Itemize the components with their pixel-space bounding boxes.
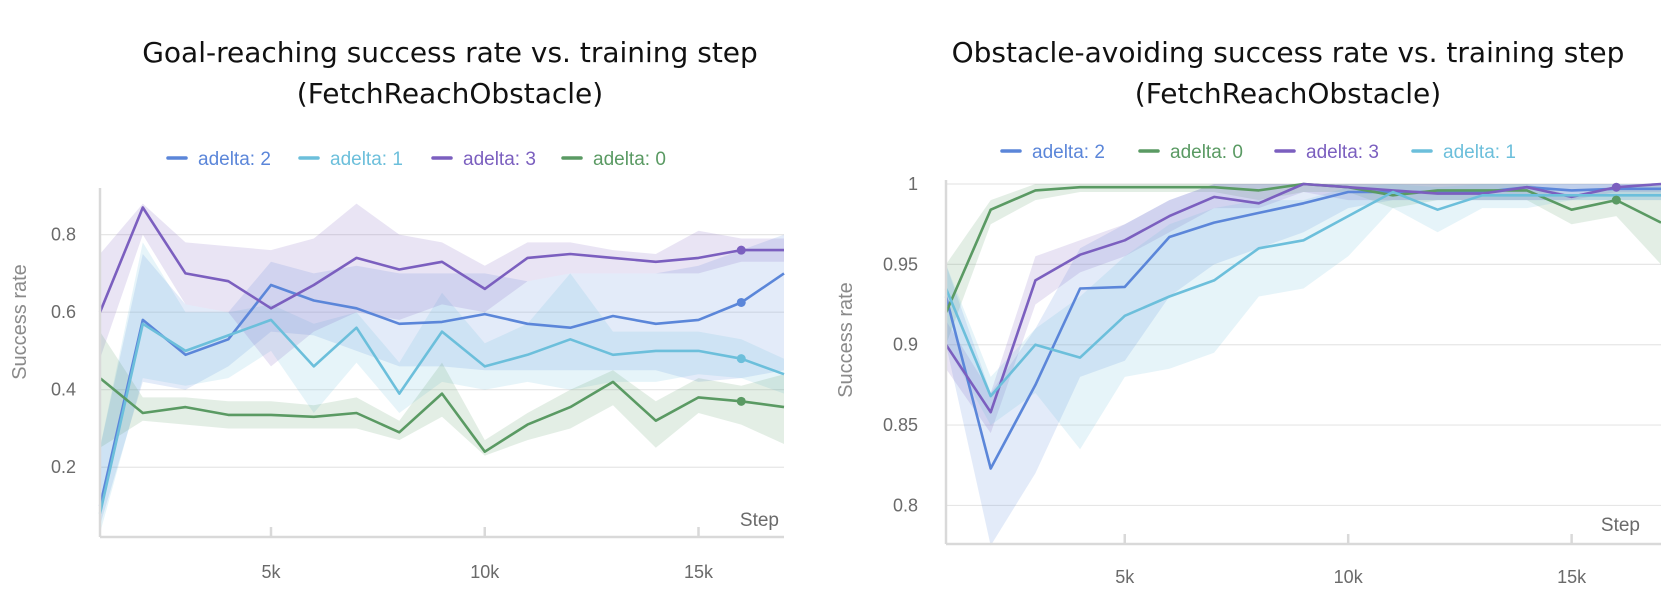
y-tick-labels: 0.8 0.85 0.9 0.95 1: [883, 174, 918, 515]
y-tick-labels: 0.2 0.4 0.6 0.8: [51, 225, 76, 478]
line-adelta-1[interactable]: [944, 190, 1661, 398]
band-adelta-1: [100, 242, 784, 534]
end-marker-adelta-3: [736, 245, 746, 255]
y-tick-label: 0.4: [51, 380, 76, 400]
band-adelta-1: [946, 184, 1661, 450]
series-lines: [944, 182, 1661, 470]
legend: adelta: 2 adelta: 0 adelta: 3 adelta: 1: [1000, 142, 1516, 163]
end-marker-adelta-2: [736, 297, 746, 307]
line-adelta-2[interactable]: [944, 185, 1661, 470]
y-tick-label: 0.2: [51, 457, 76, 477]
legend-label: adelta: 3: [1306, 142, 1379, 163]
end-marker-adelta-3: [1611, 182, 1621, 192]
line-adelta-1[interactable]: [98, 318, 785, 514]
x-tick-label: 15k: [1557, 567, 1587, 587]
legend-label: adelta: 2: [198, 149, 271, 170]
legend-label: adelta: 2: [1032, 142, 1105, 163]
legend-label: adelta: 3: [463, 149, 536, 170]
legend-item-adelta-0[interactable]: adelta: 0: [561, 149, 666, 170]
legend-item-adelta-3[interactable]: adelta: 3: [431, 149, 536, 170]
x-axis-label: Step: [1601, 515, 1640, 536]
legend-item-adelta-2[interactable]: adelta: 2: [1000, 142, 1105, 163]
line-adelta-0[interactable]: [99, 377, 785, 454]
confidence-bands: [946, 184, 1661, 546]
y-axis-label: Success rate: [835, 282, 857, 398]
band-adelta-3: [100, 203, 784, 367]
chart-title: Obstacle-avoiding success rate vs. train…: [952, 36, 1625, 69]
y-tick-label: 0.8: [893, 495, 918, 515]
legend-label: adelta: 1: [1443, 142, 1516, 163]
x-tick-label: 5k: [1115, 567, 1135, 587]
y-axis-label: Success rate: [9, 264, 31, 380]
band-adelta-2: [946, 184, 1661, 546]
legend-label: adelta: 0: [593, 149, 666, 170]
x-tick-label: 5k: [261, 562, 281, 582]
legend-item-adelta-2[interactable]: adelta: 2: [166, 149, 271, 170]
axes: [98, 188, 784, 539]
obstacle-avoiding-chart: Obstacle-avoiding success rate vs. train…: [835, 36, 1661, 587]
legend-label: adelta: 0: [1170, 142, 1243, 163]
end-marker-adelta-0: [1611, 195, 1621, 205]
legend-label: adelta: 1: [330, 149, 403, 170]
end-marker-adelta-1: [736, 354, 746, 364]
line-adelta-3[interactable]: [98, 206, 784, 313]
x-tick-labels: 5k 10k 15k: [261, 562, 714, 582]
y-tick-label: 0.6: [51, 302, 76, 322]
confidence-bands: [100, 203, 784, 534]
legend-item-adelta-1[interactable]: adelta: 1: [1411, 142, 1516, 163]
band-adelta-0: [946, 184, 1661, 345]
x-tick-label: 10k: [470, 562, 500, 582]
legend: adelta: 2 adelta: 1 adelta: 3 adelta: 0: [166, 149, 666, 170]
chart-title: Goal-reaching success rate vs. training …: [142, 36, 758, 69]
chart-subtitle: (FetchReachObstacle): [1135, 77, 1441, 110]
y-tick-label: 0.8: [51, 225, 76, 245]
x-tick-label: 10k: [1334, 567, 1364, 587]
line-adelta-3[interactable]: [944, 182, 1661, 414]
x-tick-labels: 5k 10k 15k: [1115, 567, 1587, 587]
band-adelta-3: [946, 184, 1661, 434]
goal-reaching-chart: Goal-reaching success rate vs. training …: [9, 36, 785, 582]
series-lines: [98, 206, 785, 514]
y-gridlines: [100, 234, 784, 468]
end-markers: [736, 245, 746, 406]
end-markers: [1611, 182, 1621, 205]
axes: [944, 180, 1661, 546]
y-tick-label: 0.85: [883, 415, 918, 435]
line-adelta-2[interactable]: [98, 272, 785, 507]
y-tick-label: 1: [908, 174, 918, 194]
chart-subtitle: (FetchReachObstacle): [297, 77, 603, 110]
legend-item-adelta-1[interactable]: adelta: 1: [298, 149, 403, 170]
legend-item-adelta-3[interactable]: adelta: 3: [1274, 142, 1379, 163]
x-tick-label: 15k: [684, 562, 714, 582]
end-marker-adelta-0: [736, 396, 746, 406]
legend-item-adelta-0[interactable]: adelta: 0: [1138, 142, 1243, 163]
x-axis-label: Step: [740, 510, 779, 531]
y-tick-label: 0.95: [883, 254, 918, 274]
y-tick-label: 0.9: [893, 335, 918, 355]
